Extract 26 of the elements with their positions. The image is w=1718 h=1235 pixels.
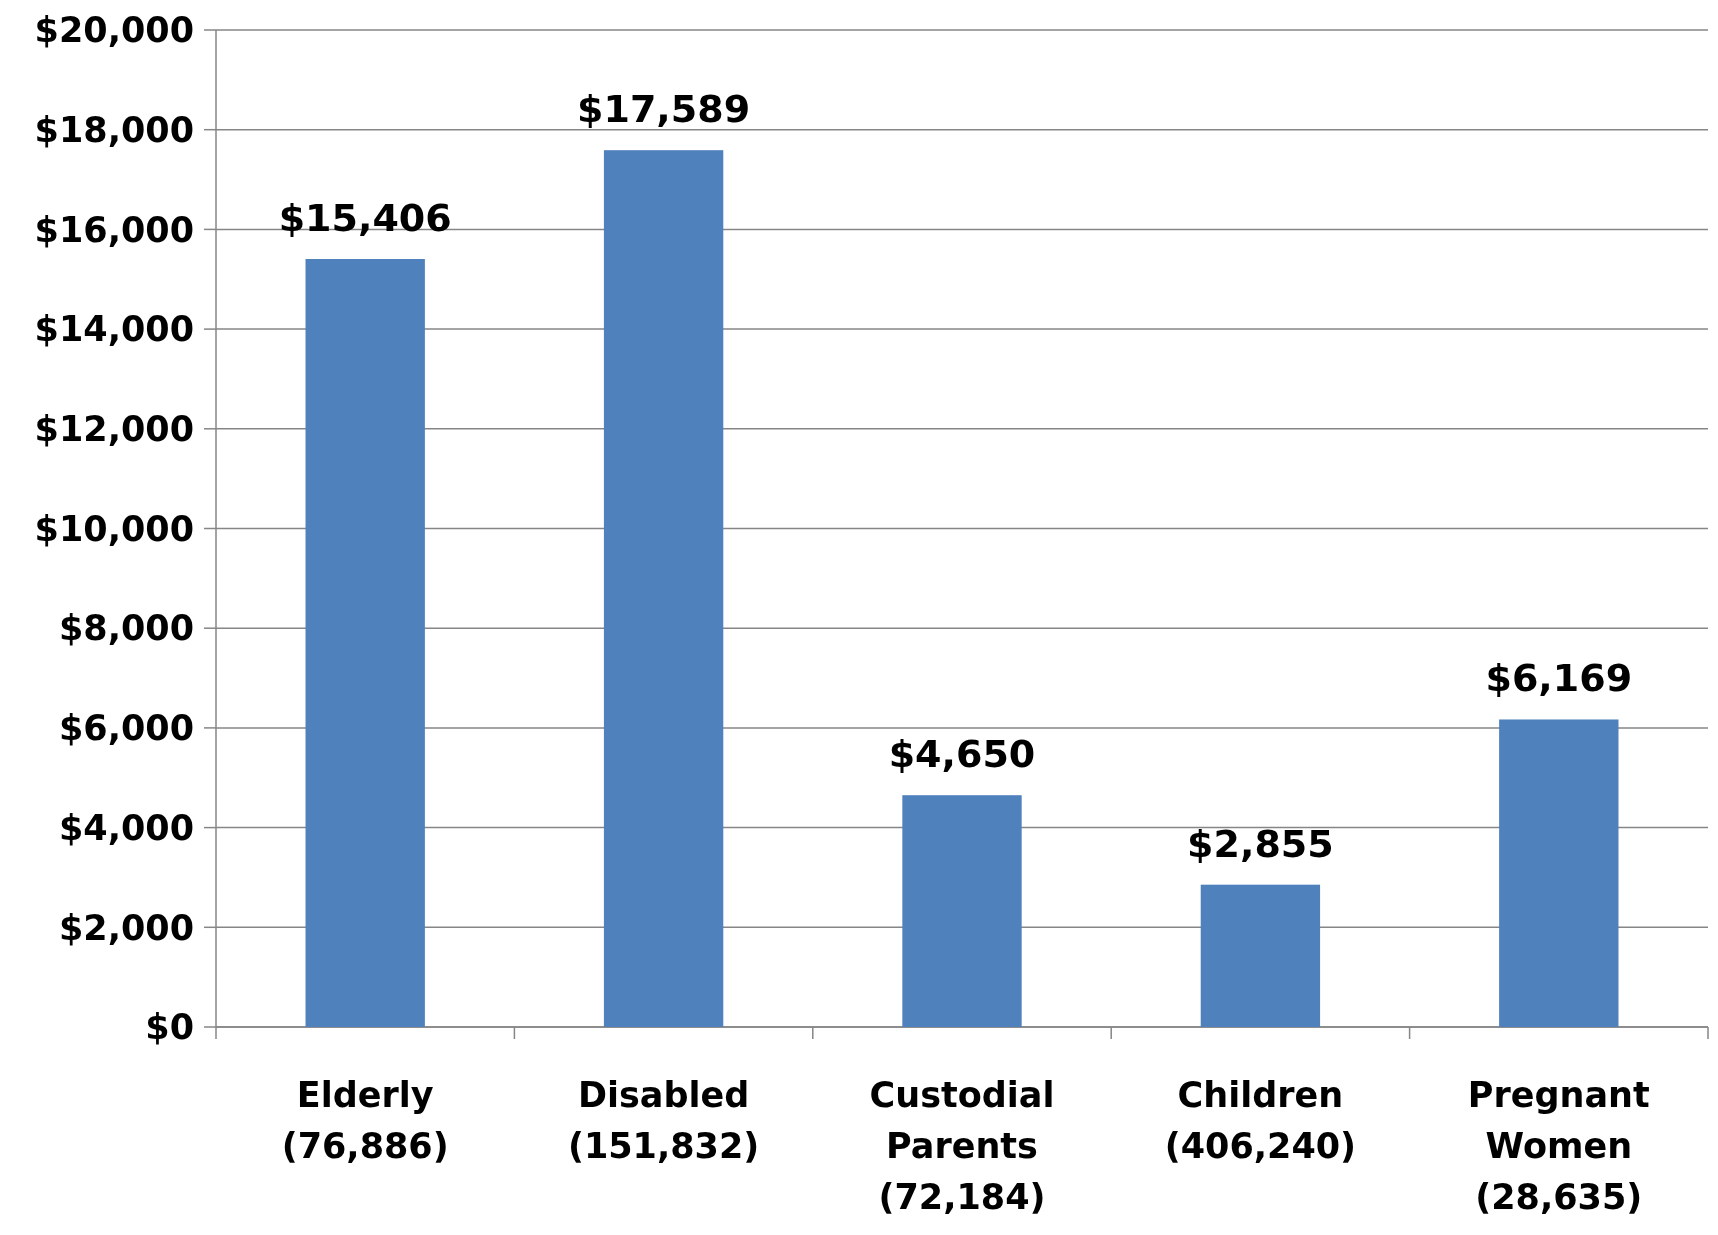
bar bbox=[902, 795, 1022, 1027]
bar bbox=[603, 150, 724, 1027]
bar bbox=[305, 259, 425, 1027]
y-tick-label: $12,000 bbox=[34, 409, 194, 450]
y-tick-label: $14,000 bbox=[34, 309, 194, 350]
y-tick-label: $8,000 bbox=[58, 608, 194, 649]
bar bbox=[1200, 884, 1321, 1027]
x-tick-label: Elderly (76,886) bbox=[281, 1075, 449, 1166]
x-tick-label: Pregnant Women (28,635) bbox=[1467, 1075, 1650, 1217]
data-label: $6,169 bbox=[1485, 656, 1633, 701]
y-tick-label: $18,000 bbox=[34, 109, 194, 150]
x-tick-label: Disabled (151,832) bbox=[567, 1075, 760, 1166]
y-tick-label: $0 bbox=[145, 1007, 194, 1048]
x-tick-label: Children (406,240) bbox=[1164, 1075, 1357, 1166]
y-tick-label: $16,000 bbox=[34, 209, 194, 250]
y-tick-label: $10,000 bbox=[34, 508, 194, 549]
y-tick-label: $6,000 bbox=[58, 708, 194, 749]
bar bbox=[1499, 719, 1619, 1027]
data-label: $17,589 bbox=[577, 87, 751, 132]
x-tick-label: Custodial Parents (72,184) bbox=[869, 1075, 1055, 1217]
data-label: $2,855 bbox=[1187, 821, 1334, 866]
y-tick-label: $4,000 bbox=[58, 807, 194, 848]
data-label: $4,650 bbox=[888, 732, 1036, 777]
data-label: $15,406 bbox=[278, 196, 452, 241]
y-tick-label: $2,000 bbox=[58, 907, 194, 948]
y-tick-label: $20,000 bbox=[34, 10, 194, 51]
